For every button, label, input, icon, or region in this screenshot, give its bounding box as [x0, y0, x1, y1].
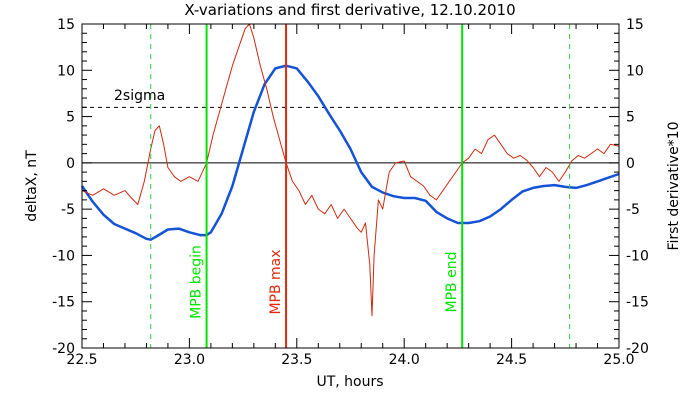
x-tick-label: 24.0: [389, 352, 420, 368]
series-layer: [80, 23, 620, 317]
y-right-tick-label: -20: [626, 341, 649, 357]
y-right-tick-label: 5: [626, 110, 635, 126]
y-left-tick-label: 5: [66, 110, 75, 126]
y-left-tick-label: -15: [52, 295, 75, 311]
y-left-tick-label: 0: [66, 156, 75, 172]
x-tick-label: 24.5: [496, 352, 527, 368]
y-right-tick-label: -10: [626, 248, 649, 264]
chart-title: X-variations and first derivative, 12.10…: [184, 1, 515, 19]
x-tick-label: 23.0: [174, 352, 205, 368]
threshold-label: 2sigma: [114, 88, 165, 104]
vertical-marker-label: MPB begin: [189, 245, 205, 319]
vertical-markers: MPB begin MPB max MPB end: [150, 24, 571, 348]
y-right-tick-label: -15: [626, 295, 649, 311]
vertical-marker-label: MPB max: [268, 249, 284, 314]
y-left-tick-label: -5: [61, 202, 75, 218]
y-right-tick-label: 0: [626, 156, 635, 172]
left-axis-ticks: -20 -15 -10 -5 0 5 10 15: [52, 17, 92, 357]
x-tick-label: 25.0: [603, 352, 634, 368]
series-line-deltax: [80, 64, 620, 241]
right-axis-label: First derivative*10: [666, 121, 682, 250]
vertical-marker-label: MPB end: [444, 252, 460, 313]
plot-frame: [81, 23, 620, 349]
x-tick-label: 23.5: [281, 352, 312, 368]
y-left-tick-label: -20: [52, 341, 75, 357]
y-left-tick-label: -10: [52, 248, 75, 264]
x-tick-label: 22.5: [66, 352, 97, 368]
y-left-tick-label: 10: [57, 63, 75, 79]
y-left-tick-label: 15: [57, 17, 75, 33]
right-axis-ticks: -20 -15 -10 -5 0 5 10 15: [609, 17, 649, 357]
y-right-tick-label: -5: [626, 202, 640, 218]
y-right-tick-label: 15: [626, 17, 644, 33]
left-axis-label: deltaX, nT: [24, 150, 40, 222]
x-axis-label: UT, hours: [316, 374, 383, 390]
y-right-tick-label: 10: [626, 63, 644, 79]
x-axis-ticks: 22.5 23.0 23.5 24.0 24.5 25.0: [66, 24, 635, 368]
series-line-derivative: [81, 23, 620, 317]
